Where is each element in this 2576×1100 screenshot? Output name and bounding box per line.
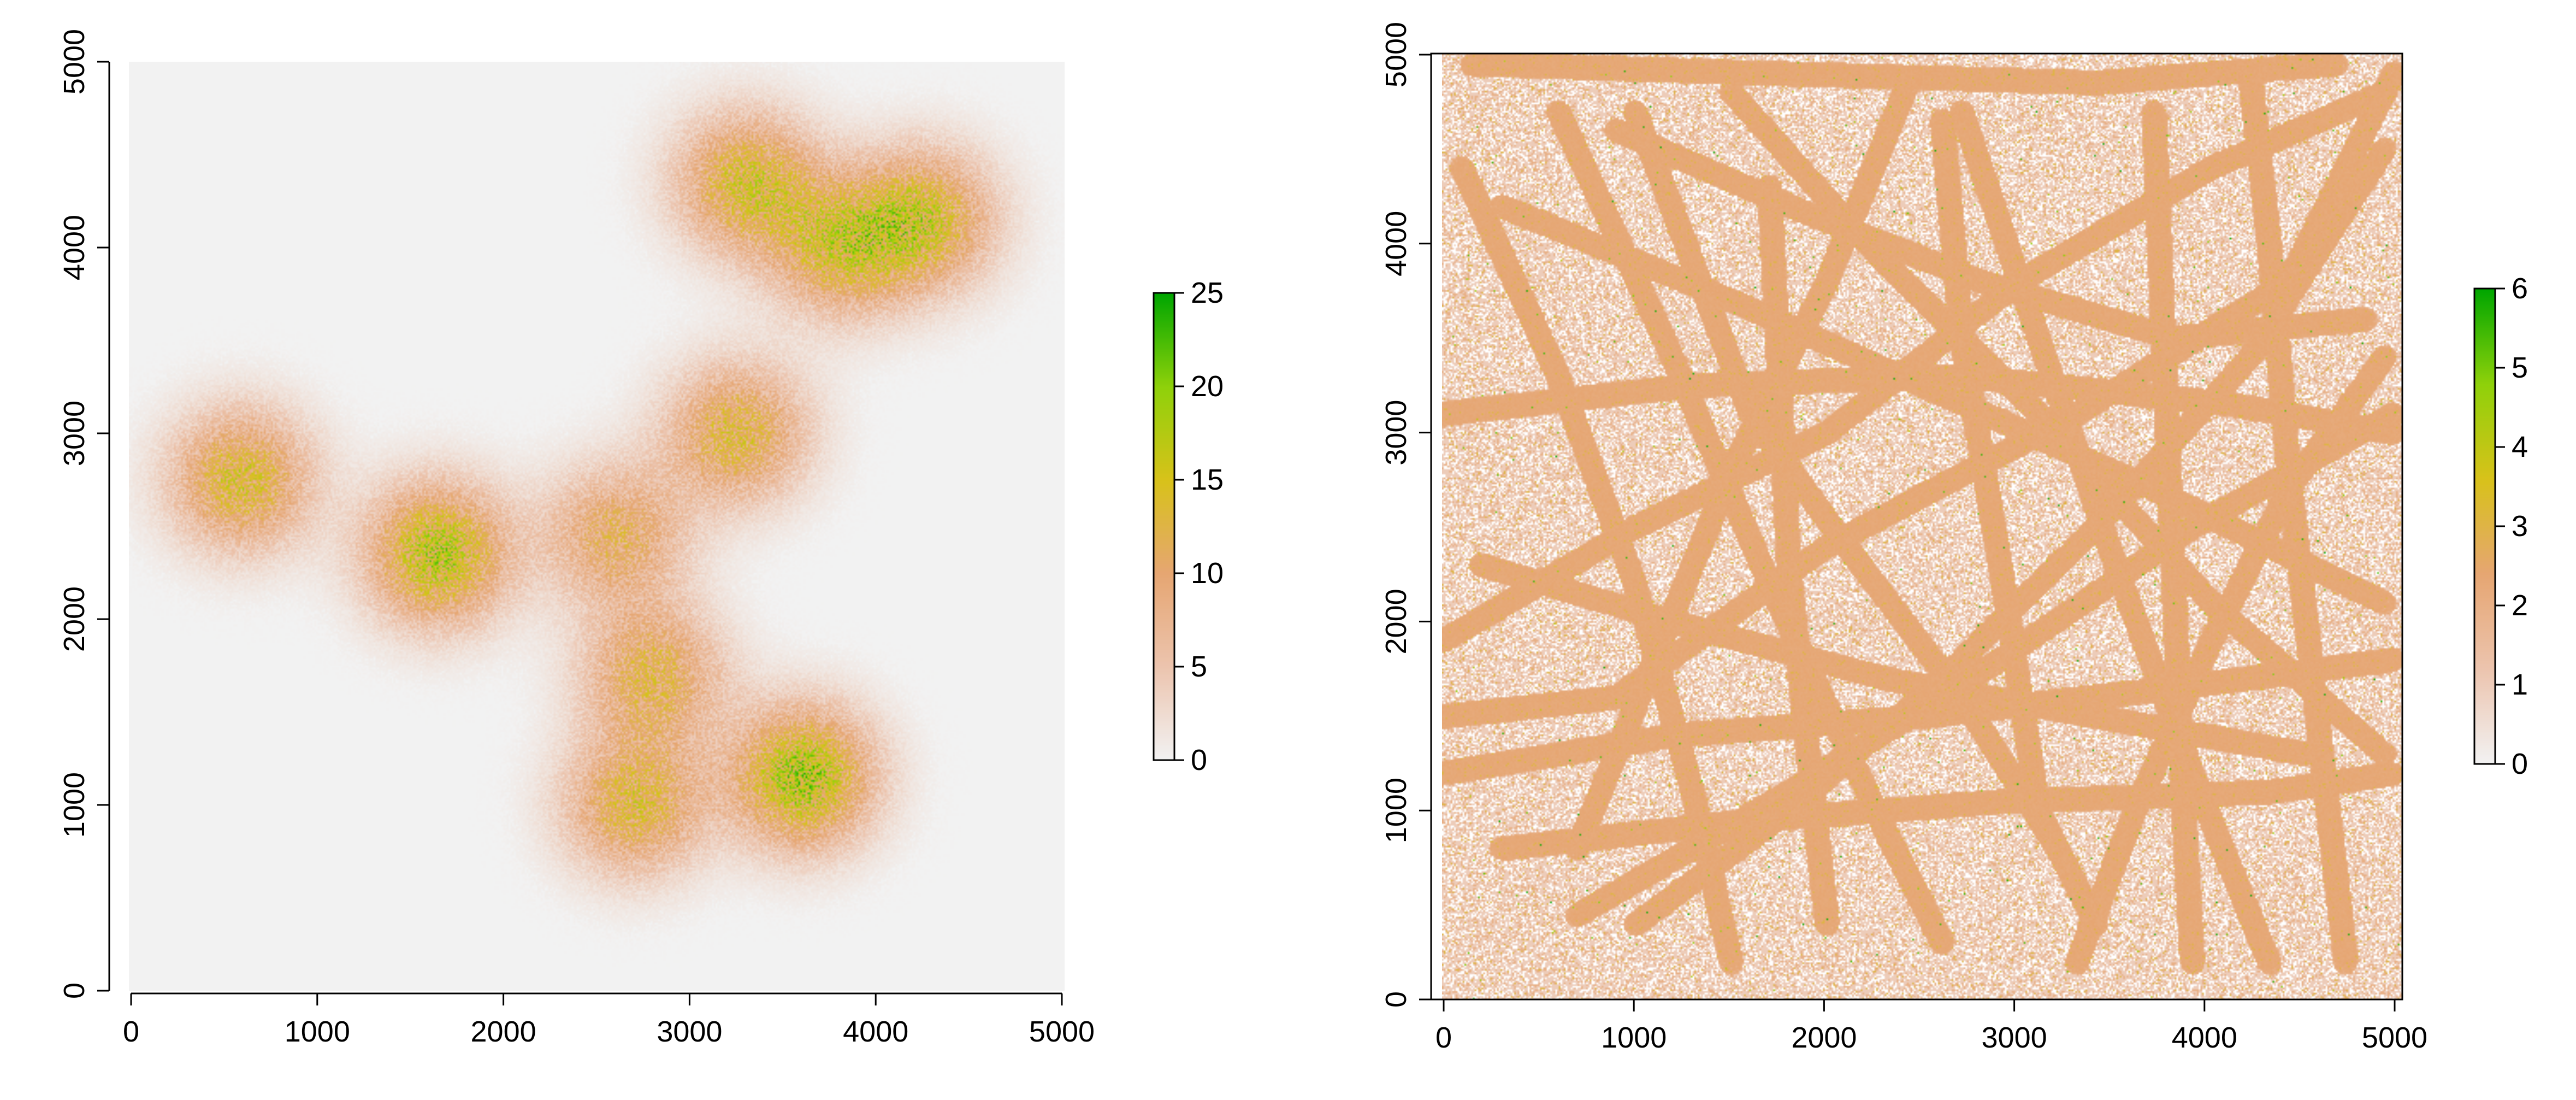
colorbar-tick-label: 0	[2512, 748, 2528, 780]
x-tick-label: 3000	[1982, 1021, 2047, 1054]
colorbar-tick-label: 15	[1191, 463, 1224, 496]
x-tick-label: 1000	[1601, 1021, 1667, 1054]
colorbar-tick-label: 2	[2512, 589, 2528, 622]
x-tick-label: 0	[1435, 1021, 1452, 1054]
y-tick-label: 1000	[1380, 778, 1413, 843]
y-tick-label: 2000	[1380, 589, 1413, 654]
x-tick-label: 2000	[471, 1015, 536, 1048]
left-colorbar-frame	[1153, 292, 1175, 761]
x-tick-label: 5000	[1029, 1015, 1095, 1048]
x-tick-label: 0	[123, 1015, 139, 1048]
colorbar-tick-label: 3	[2512, 510, 2528, 543]
left-colorbar-ticks: 0 5 10 15 20 25	[1174, 277, 1224, 777]
y-tick-label: 1000	[58, 772, 91, 838]
y-tick-label: 4000	[1380, 211, 1413, 277]
x-tick-label: 2000	[1791, 1021, 1857, 1054]
left-x-axis: 0 1000 2000 3000 4000 5000	[123, 992, 1095, 1048]
colorbar-tick-label: 20	[1191, 370, 1224, 403]
right-density-panel: 0 1000 2000 3000 4000 5000 0 1000 2000 3000 4000 5…	[1380, 22, 2528, 1054]
right-colorbar: 0 1 2 3 4 5 6	[2473, 272, 2528, 780]
right-y-ticks: 0 1000 2000 3000 4000 5000	[1380, 22, 1431, 1008]
right-x-ticks: 0 1000 2000 3000 4000 5000	[1435, 999, 2427, 1054]
left-y-ticks: 0 1000 2000 3000 4000 5000	[58, 29, 109, 999]
right-plot-box	[1430, 52, 2403, 1001]
y-tick-label: 5000	[58, 29, 91, 95]
right-colorbar-ticks: 0 1 2 3 4 5 6	[2495, 272, 2528, 780]
left-raster-image	[129, 62, 1065, 991]
y-tick-label: 0	[1380, 991, 1413, 1008]
left-density-panel: 0 1000 2000 3000 4000 5000 0 1000 2000 3000 4000 5…	[58, 29, 1224, 1048]
x-tick-label: 4000	[2172, 1021, 2237, 1054]
y-tick-label: 0	[58, 983, 91, 999]
right-raster	[1442, 54, 2403, 999]
x-tick-label: 4000	[843, 1015, 908, 1048]
colorbar-tick-label: 0	[1191, 744, 1207, 777]
colorbar-tick-label: 6	[2512, 272, 2528, 305]
left-colorbar-gradient	[1154, 293, 1174, 760]
left-x-ticks: 0 1000 2000 3000 4000 5000	[123, 993, 1095, 1048]
x-tick-label: 1000	[285, 1015, 350, 1048]
left-raster	[129, 62, 1065, 991]
y-tick-label: 4000	[58, 215, 91, 280]
colorbar-tick-label: 5	[2512, 351, 2528, 384]
right-colorbar-gradient	[2474, 289, 2495, 764]
colorbar-tick-label: 25	[1191, 277, 1224, 309]
x-tick-label: 5000	[2362, 1021, 2427, 1054]
left-y-axis: 0 1000 2000 3000 4000 5000	[58, 29, 110, 999]
y-tick-label: 2000	[58, 586, 91, 652]
colorbar-tick-label: 5	[1191, 650, 1207, 683]
y-tick-label: 3000	[1380, 400, 1413, 466]
left-colorbar: 0 5 10 15 20 25	[1153, 277, 1224, 777]
y-tick-label: 3000	[58, 401, 91, 466]
colorbar-tick-label: 1	[2512, 668, 2528, 701]
x-tick-label: 3000	[657, 1015, 722, 1048]
y-tick-label: 5000	[1380, 22, 1413, 87]
colorbar-tick-label: 10	[1191, 557, 1224, 590]
right-x-axis: 0 1000 2000 3000 4000 5000	[1435, 999, 2427, 1054]
right-raster-image	[1442, 54, 2403, 999]
colorbar-tick-label: 4	[2512, 431, 2528, 463]
right-y-axis: 0 1000 2000 3000 4000 5000	[1380, 22, 1431, 1008]
